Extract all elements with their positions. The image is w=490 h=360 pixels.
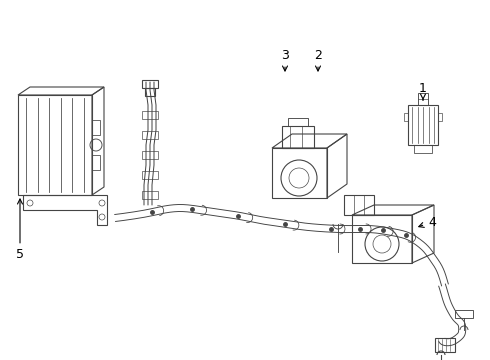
Text: 3: 3 [281, 49, 289, 71]
Text: 2: 2 [314, 49, 322, 71]
Text: 4: 4 [419, 216, 436, 229]
Text: 5: 5 [16, 199, 24, 261]
Text: 1: 1 [419, 81, 427, 100]
